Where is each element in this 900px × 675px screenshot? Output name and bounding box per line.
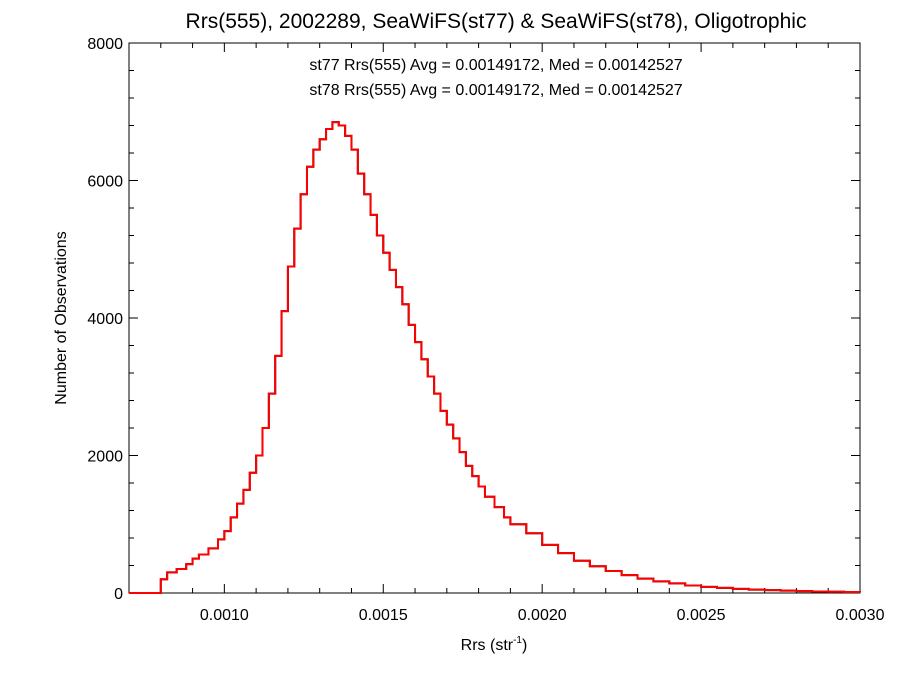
y-axis: 0 2000 4000 6000 8000 xyxy=(87,36,860,603)
st78-annotation: st78 Rrs(555) Avg = 0.00149172, Med = 0.… xyxy=(309,82,682,99)
x-tick-label: 0.0015 xyxy=(359,607,408,624)
x-axis-label-main: Rrs (str xyxy=(461,637,514,654)
x-axis-label-superscript: -1 xyxy=(513,635,522,646)
x-axis-label: Rrs (str-1) xyxy=(461,635,528,654)
y-axis-label: Number of Observations xyxy=(53,231,70,404)
x-axis: 0.0010 0.0015 0.0020 0.0025 0.0030 xyxy=(128,43,885,624)
y-tick-label: 0 xyxy=(114,586,123,603)
x-tick-label: 0.0025 xyxy=(677,607,726,624)
st77-annotation: st77 Rrs(555) Avg = 0.00149172, Med = 0.… xyxy=(309,57,682,74)
st78-histogram-line xyxy=(129,121,861,594)
st77-histogram-line xyxy=(129,121,861,594)
y-tick-label: 6000 xyxy=(87,174,123,191)
x-tick-label: 0.0010 xyxy=(200,607,249,624)
x-tick-label: 0.0030 xyxy=(836,607,885,624)
chart-title: Rrs(555), 2002289, SeaWiFS(st77) & SeaWi… xyxy=(186,10,807,33)
plot-frame xyxy=(128,42,861,594)
y-tick-label: 2000 xyxy=(87,449,123,466)
x-axis-label-close: ) xyxy=(522,637,527,654)
y-tick-label: 8000 xyxy=(87,36,123,53)
x-tick-label: 0.0020 xyxy=(518,607,567,624)
y-tick-label: 4000 xyxy=(87,311,123,328)
